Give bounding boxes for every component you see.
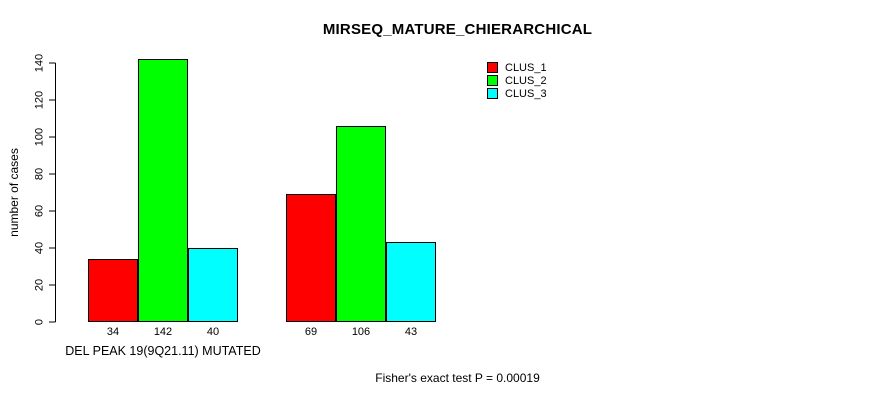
legend-swatch (487, 75, 498, 86)
bar-clus_2-group1 (138, 59, 188, 322)
bar-clus_3-group1 (188, 248, 238, 322)
bar-clus_1-group1 (88, 259, 138, 322)
y-tick-label: 80 (34, 168, 46, 180)
bar-value-label: 34 (106, 325, 120, 338)
y-tick-label: 140 (34, 54, 46, 72)
chart-title: MIRSEQ_MATURE_CHIERARCHICAL (322, 21, 593, 38)
legend-item-clus_2: CLUS_2 (487, 74, 547, 87)
bar-clus_1-group2 (286, 194, 336, 322)
bar-value-label: 43 (404, 325, 418, 338)
bar-clus_2-group2 (336, 125, 386, 322)
bar-clus_3-group2 (386, 242, 436, 322)
legend: CLUS_1 CLUS_2 CLUS_3 (487, 61, 547, 100)
y-tick-label: 60 (34, 205, 46, 217)
legend-item-clus_1: CLUS_1 (487, 61, 547, 74)
bar-value-label: 40 (206, 325, 220, 338)
y-tick-label: 0 (34, 319, 46, 325)
legend-label: CLUS_1 (505, 61, 547, 74)
legend-label: CLUS_3 (505, 87, 547, 100)
y-tick-label: 40 (34, 242, 46, 254)
y-tick-label: 20 (34, 279, 46, 291)
x-axis-label: DEL PEAK 19(9Q21.11) MUTATED (65, 344, 261, 358)
stat-annotation: Fisher's exact test P = 0.00019 (375, 371, 540, 385)
bar-value-label: 142 (153, 325, 173, 338)
legend-label: CLUS_2 (505, 74, 547, 87)
legend-swatch (487, 88, 498, 99)
y-tick-label: 120 (34, 91, 46, 109)
legend-item-clus_3: CLUS_3 (487, 87, 547, 100)
bar-value-label: 69 (304, 325, 318, 338)
bar-value-label: 106 (351, 325, 371, 338)
y-tick-label: 100 (34, 128, 46, 146)
legend-swatch (487, 62, 498, 73)
y-axis-title: number of cases (7, 148, 21, 237)
